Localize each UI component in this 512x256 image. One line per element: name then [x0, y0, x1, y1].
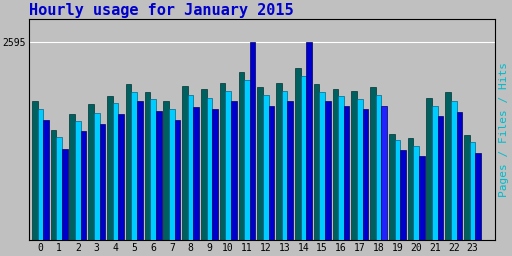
Bar: [32, 101, 37, 240]
Bar: [338, 96, 344, 240]
Bar: [445, 92, 451, 240]
Bar: [220, 83, 225, 240]
Bar: [432, 106, 438, 240]
Bar: [408, 138, 413, 240]
Bar: [88, 104, 94, 240]
Bar: [75, 121, 81, 240]
Bar: [400, 150, 406, 240]
Bar: [269, 106, 274, 240]
Bar: [295, 68, 301, 240]
Bar: [413, 146, 419, 240]
Bar: [344, 106, 349, 240]
Bar: [239, 72, 244, 240]
Bar: [201, 89, 207, 240]
Bar: [287, 101, 293, 240]
Bar: [212, 109, 218, 240]
Bar: [301, 76, 306, 240]
Bar: [470, 142, 475, 240]
Bar: [314, 84, 319, 240]
Bar: [231, 101, 237, 240]
Bar: [258, 87, 263, 240]
Bar: [250, 42, 255, 240]
Bar: [37, 109, 43, 240]
Y-axis label: Pages / Files / Hits: Pages / Files / Hits: [499, 62, 509, 197]
Bar: [351, 91, 357, 240]
Bar: [94, 113, 99, 240]
Bar: [70, 114, 75, 240]
Bar: [389, 134, 395, 240]
Bar: [395, 140, 400, 240]
Bar: [362, 109, 368, 240]
Bar: [81, 131, 87, 240]
Bar: [99, 124, 105, 240]
Bar: [244, 80, 250, 240]
Bar: [263, 95, 269, 240]
Bar: [156, 111, 161, 240]
Bar: [332, 89, 338, 240]
Bar: [282, 91, 287, 240]
Bar: [51, 130, 56, 240]
Bar: [169, 109, 175, 240]
Bar: [276, 83, 282, 240]
Bar: [438, 116, 443, 240]
Text: Hourly usage for January 2015: Hourly usage for January 2015: [29, 3, 294, 18]
Bar: [150, 99, 156, 240]
Bar: [319, 91, 325, 240]
Bar: [381, 106, 387, 240]
Bar: [43, 120, 49, 240]
Bar: [370, 87, 376, 240]
Bar: [113, 103, 118, 240]
Bar: [376, 95, 381, 240]
Bar: [419, 156, 424, 240]
Bar: [118, 114, 124, 240]
Bar: [475, 153, 481, 240]
Bar: [107, 96, 113, 240]
Bar: [207, 98, 212, 240]
Bar: [188, 95, 194, 240]
Bar: [182, 86, 188, 240]
Bar: [132, 92, 137, 240]
Bar: [62, 149, 68, 240]
Bar: [225, 91, 231, 240]
Bar: [194, 107, 199, 240]
Bar: [325, 101, 331, 240]
Bar: [464, 135, 470, 240]
Bar: [175, 120, 180, 240]
Bar: [451, 101, 457, 240]
Bar: [357, 99, 362, 240]
Bar: [306, 42, 312, 240]
Bar: [56, 137, 62, 240]
Bar: [144, 91, 150, 240]
Bar: [426, 98, 432, 240]
Bar: [137, 101, 143, 240]
Bar: [457, 112, 462, 240]
Bar: [126, 84, 132, 240]
Bar: [163, 101, 169, 240]
